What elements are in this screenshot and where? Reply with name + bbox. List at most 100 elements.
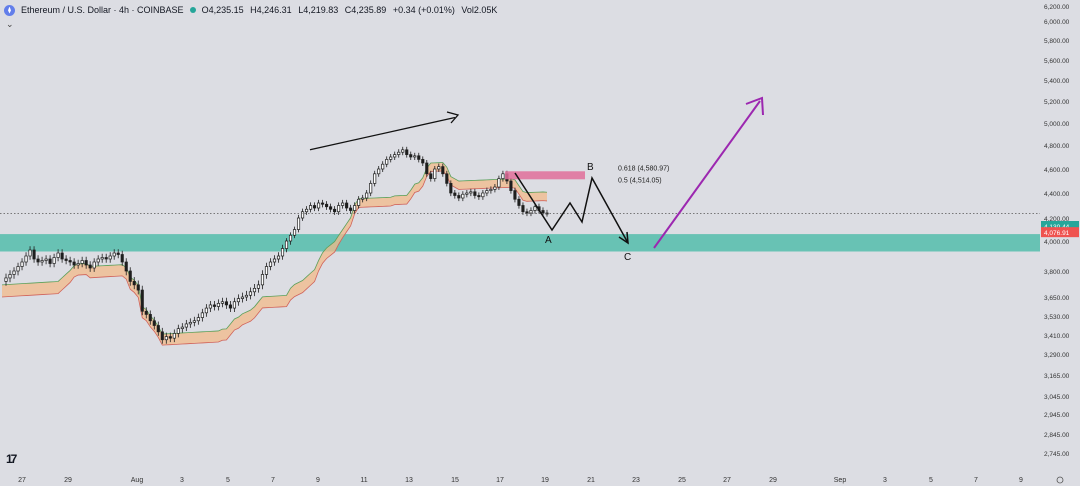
y-tick-label: 4,400.00 [1044,191,1070,198]
y-tick-label: 3,530.00 [1044,314,1070,321]
candle [321,202,325,205]
candle [164,336,168,341]
candle [333,208,337,213]
candle [485,190,489,194]
candle [284,240,289,249]
candle [208,304,212,309]
x-tick-label: 29 [64,477,72,484]
close-value: C4,235.89 [344,5,387,15]
support-zone [0,234,1040,252]
candle [72,261,76,266]
x-tick-label: 11 [360,477,367,484]
candle [16,266,20,272]
candle [168,336,172,339]
wave-arrow-head [618,231,629,245]
candle [541,210,545,214]
candle [228,304,232,309]
candle [44,258,48,261]
x-tick-label: 3 [883,477,887,484]
y-tick-label: 6,000.00 [1044,19,1070,26]
symbol-title[interactable]: Ethereum / U.S. Dollar · 4h · COINBASE [21,5,184,15]
target-arrow [653,100,761,249]
candle [389,156,393,160]
symbol-header: Ethereum / U.S. Dollar · 4h · COINBASE O… [4,2,501,18]
x-tick-label: 3 [180,477,184,484]
candle [329,206,333,210]
tradingview-logo[interactable]: 17 [6,452,17,466]
candle [469,191,473,194]
high-value: H4,246.31 [250,5,292,15]
candle [156,325,160,333]
candle [192,320,196,323]
candle [509,180,513,191]
candle [497,178,501,188]
candle [425,162,429,175]
y-tick-label: 4,000.00 [1044,239,1070,246]
candle [433,168,437,179]
x-tick-label: 27 [723,477,731,484]
candle [337,205,341,213]
candle [188,321,192,325]
candle [132,281,136,286]
x-tick-label: 13 [405,477,413,484]
y-tick-label: 4,600.00 [1044,167,1070,174]
candle [12,270,16,275]
candle [489,189,493,191]
candle [28,249,32,257]
open-value: O4,235.15 [201,5,244,15]
candle [517,198,521,206]
candle [461,193,465,199]
candle [220,301,224,304]
y-tick-label: 3,165.00 [1044,373,1070,380]
candle [240,296,244,299]
candle [276,255,281,260]
candle [40,260,44,263]
y-tick-label: 3,045.00 [1044,394,1070,401]
candle [136,284,140,291]
candle [144,310,148,315]
candle [521,205,525,213]
candle [417,155,421,160]
candle [64,258,68,261]
y-tick-label: 5,400.00 [1044,78,1070,85]
candle [120,254,124,263]
y-tick-label: 5,800.00 [1044,38,1070,45]
candle [292,229,297,236]
price-label: 4,076.91 [1044,230,1070,237]
x-tick-label: Aug [131,477,144,484]
y-tick-label: 5,200.00 [1044,99,1070,106]
candle [345,202,349,209]
x-tick-label: 9 [316,477,320,484]
candle [204,307,208,314]
y-tick-label: 3,290.00 [1044,352,1070,359]
price-label-bg [1041,227,1079,238]
settings-icon[interactable] [1056,476,1064,484]
candle [313,205,317,209]
candle [397,151,401,155]
candle [317,202,321,209]
candle [288,234,293,242]
wave-label-a: A [545,235,552,246]
cloud-span-b [1,170,548,346]
candle [465,192,469,195]
candle [108,255,112,260]
y-tick-label: 2,945.00 [1044,412,1070,419]
candle [92,261,96,269]
candle [180,326,184,330]
candle [152,320,156,326]
x-tick-label: 27 [18,477,26,484]
candle [481,192,485,198]
candle [437,166,441,170]
y-tick-label: 5,600.00 [1044,58,1070,65]
candle [369,183,373,194]
candle [176,328,180,334]
candle [457,195,461,199]
candle [216,302,220,307]
chevron-down-icon[interactable]: ⌄ [6,19,14,29]
ethereum-icon [4,4,15,16]
candle [361,197,365,200]
trend-arrow-head [446,111,460,124]
trend-arrow [309,116,456,151]
